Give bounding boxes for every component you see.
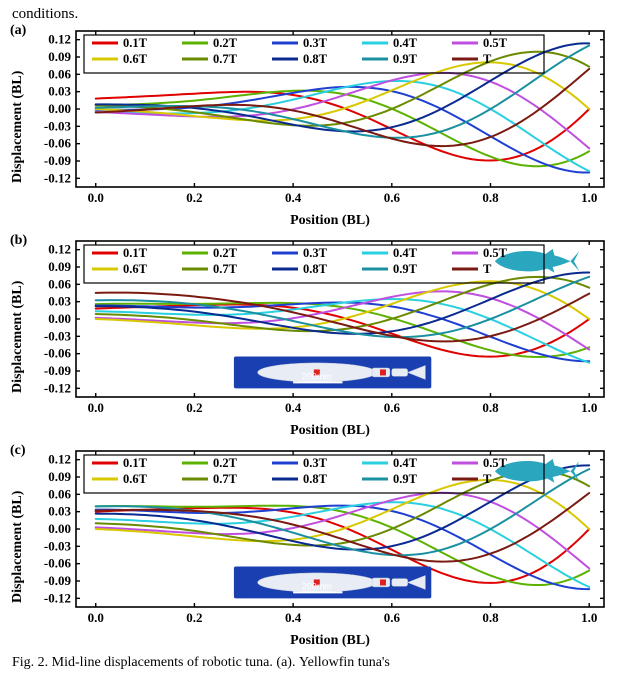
legend-label: 0.2T xyxy=(213,456,238,470)
svg-text:0.4: 0.4 xyxy=(285,610,302,625)
svg-text:0.0: 0.0 xyxy=(88,400,104,415)
legend-label: T xyxy=(483,472,492,486)
legend-label: 0.9T xyxy=(393,262,418,276)
panel-b: (b) Displacement (BL) 0.00.20.40.60.81.0… xyxy=(8,235,632,439)
svg-text:1.0: 1.0 xyxy=(581,610,597,625)
legend-label: 0.4T xyxy=(393,36,418,50)
svg-text:0.6: 0.6 xyxy=(384,400,401,415)
legend-label: 0.8T xyxy=(303,262,328,276)
legend-label: 0.2T xyxy=(213,246,238,260)
legend-label: 0.7T xyxy=(213,262,238,276)
chart-c: 0.0 0.2 0.4 0.6 0.8 1.0 -0.12 -0.09 -0.06 -0.03 0.… xyxy=(28,445,614,635)
svg-text:0.8: 0.8 xyxy=(482,190,499,205)
legend-label: 0.1T xyxy=(123,456,148,470)
svg-text:0.03: 0.03 xyxy=(48,504,71,519)
svg-text:-0.03: -0.03 xyxy=(44,328,72,343)
xlabel-a: Position (BL) xyxy=(28,213,632,229)
legend-label: 0.6T xyxy=(123,472,148,486)
svg-text:-0.12: -0.12 xyxy=(44,590,71,605)
legend-label: 0.5T xyxy=(483,246,508,260)
legend-label: 0.3T xyxy=(303,36,328,50)
svg-text:0.03: 0.03 xyxy=(48,294,71,309)
legend-label: 0.7T xyxy=(213,52,238,66)
legend-label: 0.8T xyxy=(303,52,328,66)
panel-a: (a) Displacement (BL) 0.00.20.40.60.81.0… xyxy=(8,25,632,229)
svg-text:0.09: 0.09 xyxy=(48,259,71,274)
xlabel-b: Position (BL) xyxy=(28,423,632,439)
ylabel-a: Displacement (BL) xyxy=(8,25,28,229)
chart-b: 0.0 0.2 0.4 0.6 0.8 1.0 -0.12 -0.09 -0.06 -0.03 0.… xyxy=(28,235,614,425)
legend-label: 0.9T xyxy=(393,52,418,66)
legend-label: T xyxy=(483,52,492,66)
svg-text:0.4: 0.4 xyxy=(285,190,302,205)
figure-caption: Fig. 2. Mid-line displacements of roboti… xyxy=(12,655,628,671)
svg-text:0.4: 0.4 xyxy=(285,400,302,415)
xlabel-c: Position (BL) xyxy=(28,633,632,649)
legend-label: T xyxy=(483,262,492,276)
legend-label: 0.6T xyxy=(123,262,148,276)
chart-a: 0.0 0.2 0.4 0.6 0.8 1.0 -0.12 -0.09 -0.06 -0.03 0.… xyxy=(28,25,614,215)
legend-label: 0.5T xyxy=(483,36,508,50)
svg-text:1.0: 1.0 xyxy=(581,400,597,415)
svg-text:0.6: 0.6 xyxy=(384,610,401,625)
svg-text:0.2: 0.2 xyxy=(186,610,202,625)
legend-label: 0.3T xyxy=(303,246,328,260)
svg-text:0.0: 0.0 xyxy=(88,610,104,625)
svg-text:0.8: 0.8 xyxy=(482,610,499,625)
svg-text:-0.06: -0.06 xyxy=(44,136,72,151)
legend-label: 0.1T xyxy=(123,246,148,260)
svg-text:0.00: 0.00 xyxy=(48,521,71,536)
svg-text:0.8: 0.8 xyxy=(482,400,499,415)
svg-text:-0.09: -0.09 xyxy=(44,153,72,168)
legend-label: 0.7T xyxy=(213,472,238,486)
svg-text:-0.06: -0.06 xyxy=(44,556,72,571)
inset-scale-label: 200mm xyxy=(302,371,332,381)
ylabel-c: Displacement (BL) xyxy=(8,445,28,649)
legend-label: 0.4T xyxy=(393,456,418,470)
svg-text:0.06: 0.06 xyxy=(48,276,71,291)
svg-text:0.06: 0.06 xyxy=(48,486,71,501)
svg-text:-0.09: -0.09 xyxy=(44,573,72,588)
svg-text:-0.12: -0.12 xyxy=(44,380,71,395)
svg-text:0.00: 0.00 xyxy=(48,101,71,116)
svg-text:0.12: 0.12 xyxy=(48,452,71,467)
svg-text:0.00: 0.00 xyxy=(48,311,71,326)
svg-text:0.2: 0.2 xyxy=(186,190,202,205)
legend-label: 0.1T xyxy=(123,36,148,50)
top-text-fragment: conditions. xyxy=(12,6,632,23)
svg-text:-0.09: -0.09 xyxy=(44,363,72,378)
svg-text:0.09: 0.09 xyxy=(48,49,71,64)
legend-label: 0.8T xyxy=(303,472,328,486)
legend-label: 0.6T xyxy=(123,52,148,66)
svg-text:1.0: 1.0 xyxy=(581,190,597,205)
svg-text:-0.06: -0.06 xyxy=(44,346,72,361)
legend-label: 0.9T xyxy=(393,472,418,486)
svg-text:0.6: 0.6 xyxy=(384,190,401,205)
svg-text:-0.03: -0.03 xyxy=(44,118,72,133)
svg-text:0.0: 0.0 xyxy=(88,190,104,205)
svg-text:0.12: 0.12 xyxy=(48,242,71,257)
svg-text:0.06: 0.06 xyxy=(48,66,71,81)
svg-text:0.09: 0.09 xyxy=(48,469,71,484)
legend-label: 0.5T xyxy=(483,456,508,470)
panel-c: (c) Displacement (BL) 0.00.20.40.60.81.0… xyxy=(8,445,632,649)
legend-label: 0.2T xyxy=(213,36,238,50)
inset-scale-label: 200mm xyxy=(302,581,332,591)
svg-text:0.2: 0.2 xyxy=(186,400,202,415)
svg-text:-0.12: -0.12 xyxy=(44,170,71,185)
svg-text:0.12: 0.12 xyxy=(48,32,71,47)
legend-label: 0.3T xyxy=(303,456,328,470)
svg-text:-0.03: -0.03 xyxy=(44,538,72,553)
legend-label: 0.4T xyxy=(393,246,418,260)
ylabel-b: Displacement (BL) xyxy=(8,235,28,439)
svg-text:0.03: 0.03 xyxy=(48,84,71,99)
